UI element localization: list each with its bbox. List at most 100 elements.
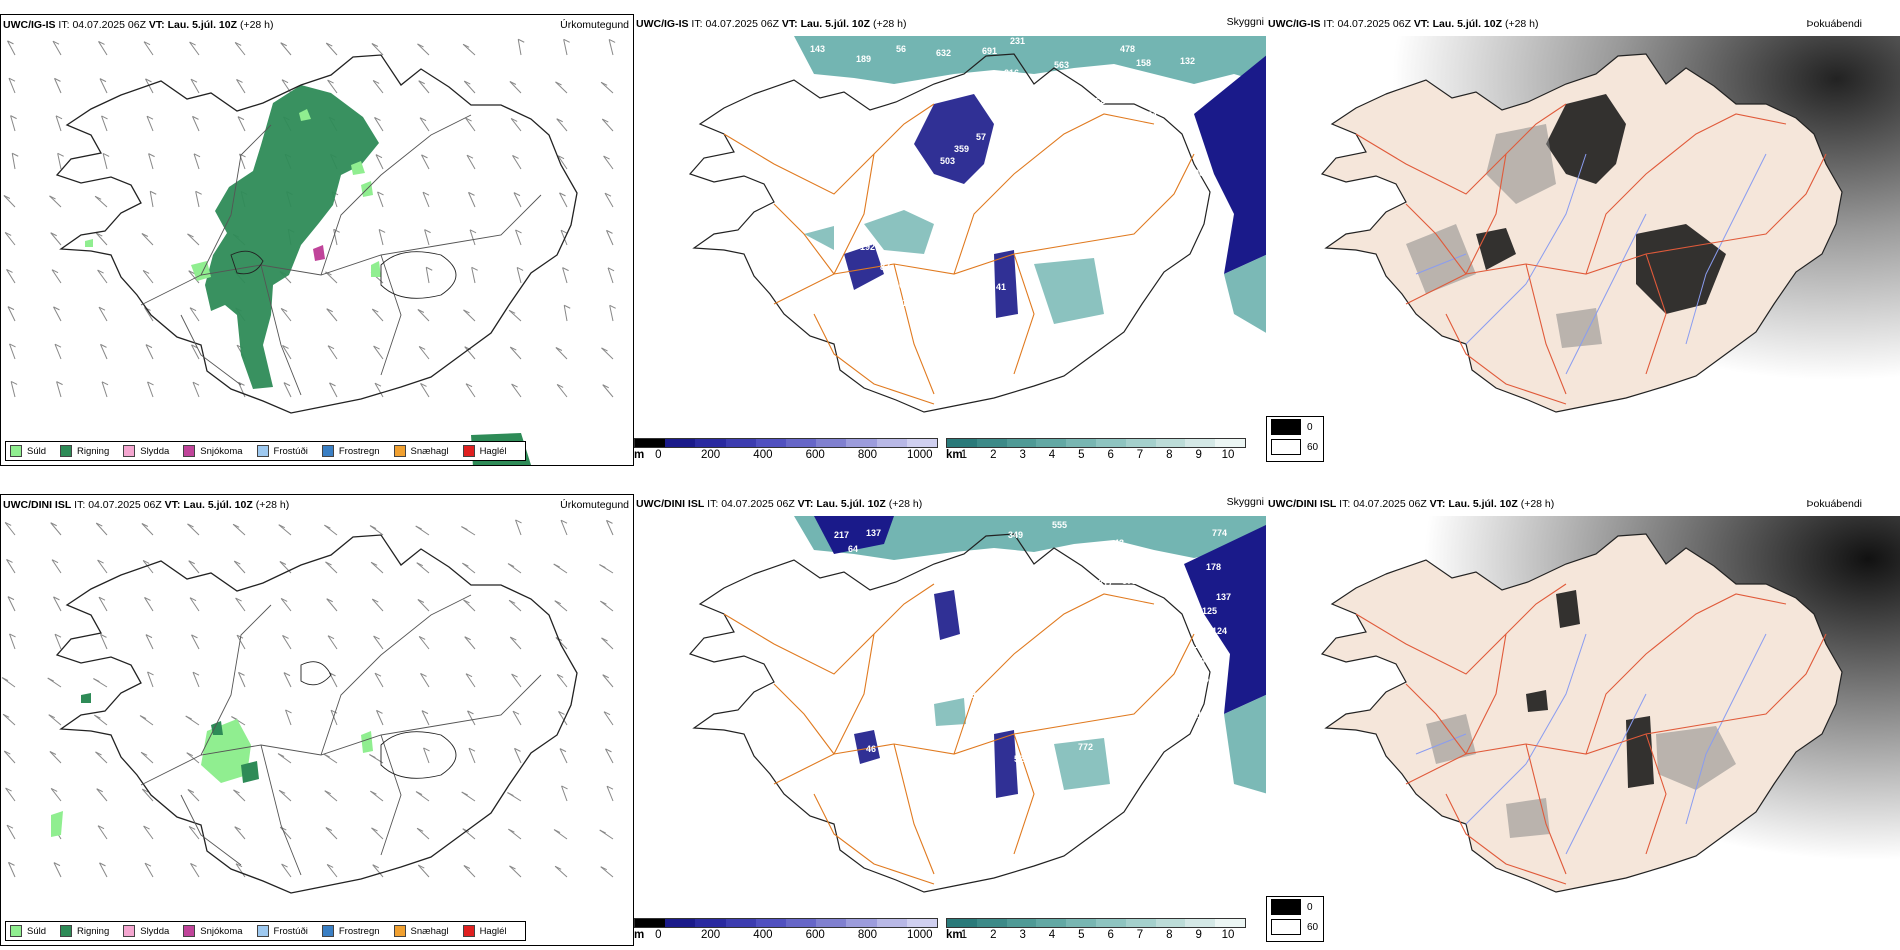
wind-barb-flag — [53, 596, 60, 601]
wind-barb-flag — [602, 674, 609, 679]
legend-label: Haglél — [479, 925, 507, 937]
wind-barb — [94, 195, 108, 208]
wind-barb-flag — [99, 78, 107, 83]
wind-barb — [6, 559, 16, 574]
colorbar-tick: 0 — [655, 449, 662, 461]
visibility-label: 458 — [1102, 612, 1117, 622]
wind-barb-flag — [139, 715, 147, 720]
wind-barb — [509, 81, 522, 94]
wind-barb — [515, 519, 522, 536]
colorbar-segment — [635, 919, 666, 927]
wind-barb-flag — [468, 747, 476, 752]
model-name: UWC/IG-IS — [1268, 18, 1321, 30]
wind-barb — [188, 270, 200, 284]
wind-barb — [514, 748, 522, 764]
wind-barb-flag — [512, 710, 520, 715]
wind-barb-flag — [372, 598, 379, 603]
colorbar-tick: 7 — [1136, 929, 1144, 941]
wind-barb — [605, 748, 614, 764]
wind-barb — [10, 115, 16, 132]
wind-barb — [422, 191, 430, 208]
fog-panel-ig-is: UWC/IG-IS IT: 04.07.2025 06Z VT: Lau. 5.… — [1266, 14, 1900, 466]
wind-barb — [417, 864, 430, 878]
colorbar-segment — [1155, 919, 1186, 927]
wind-barb — [559, 748, 568, 764]
colorbar-segment — [1095, 919, 1126, 927]
legend-swatch — [256, 445, 269, 457]
wind-barb — [371, 308, 384, 322]
legend-swatch — [462, 445, 475, 457]
wind-barb — [600, 81, 614, 94]
drizzle-area — [51, 719, 373, 837]
wind-barb-flag — [325, 561, 332, 566]
wind-barb-flag — [509, 81, 517, 85]
road-network — [140, 114, 542, 396]
wind-barb-flag — [601, 637, 608, 642]
wind-barb — [147, 671, 154, 688]
colorbar-bar — [946, 918, 1246, 928]
colorbar-tick: 3 — [1019, 449, 1026, 461]
fog-legend-row: 60 — [1267, 917, 1323, 937]
wind-barb — [187, 523, 200, 536]
wind-barb-flag — [6, 558, 13, 563]
wind-barb — [233, 560, 246, 574]
visibility-label: 143 — [810, 44, 825, 54]
wind-barb-flag — [236, 634, 244, 639]
wind-barb — [283, 382, 292, 398]
colorbar-tick: 200 — [701, 449, 721, 461]
wind-barb — [51, 559, 62, 574]
wind-barb-flag — [193, 153, 201, 158]
wind-barb-flag — [190, 78, 198, 83]
wind-barb-flag — [423, 747, 430, 752]
fog-legend-row: 60 — [1267, 437, 1323, 457]
wind-barb — [469, 229, 476, 246]
legend-label: Snjókoma — [200, 445, 243, 457]
wind-barb-flag — [140, 751, 148, 756]
fog-dark-areas — [1526, 590, 1654, 788]
wind-barb — [149, 191, 154, 208]
colorbar-tick: 1000 — [906, 929, 933, 941]
wind-barb-flag — [237, 116, 245, 121]
visibility-label: 132 — [1180, 56, 1195, 66]
colorbar-segment — [976, 919, 1007, 927]
wind-barb-flag — [143, 825, 150, 830]
wind-barb-flag — [231, 716, 238, 720]
wind-barb-flag — [509, 865, 516, 870]
wind-barb-flag — [279, 561, 287, 565]
colorbar-segment — [755, 919, 787, 927]
colorbar-tick: 6 — [1107, 449, 1114, 461]
fog-grey-areas — [1406, 124, 1602, 348]
wind-barb-flag — [369, 754, 376, 758]
wind-barb — [555, 81, 568, 94]
wind-barb — [141, 523, 154, 536]
wind-barb — [601, 347, 614, 360]
wind-barb-flag — [239, 153, 246, 158]
vt-label: VT: — [1413, 18, 1430, 30]
wind-barb-flag — [515, 519, 522, 524]
iceland-land — [1320, 533, 1843, 893]
wind-barb — [465, 673, 476, 688]
wind-barb-flag — [418, 635, 426, 640]
wind-barb-flag — [329, 382, 336, 387]
wind-barb-flag — [10, 115, 17, 120]
wind-barb — [508, 599, 522, 612]
fog-legend-row: 0 — [1267, 417, 1323, 437]
legend-item: Haglél — [462, 925, 507, 937]
teal-cloud — [934, 698, 1110, 790]
wind-barb-flag — [370, 790, 377, 795]
colorbar-segment — [1095, 439, 1126, 447]
wind-barb-flag — [50, 232, 57, 237]
wind-barb-flag — [602, 384, 609, 389]
colorbar-segment — [947, 439, 977, 447]
iceland-outline — [688, 53, 1211, 413]
wind-barb — [325, 827, 338, 840]
wind-barb-flag — [465, 673, 473, 678]
wind-barb-flag — [1, 677, 9, 682]
wind-barb — [99, 862, 108, 878]
legend-swatch — [393, 925, 406, 937]
wind-barb-flag — [97, 269, 104, 274]
colorbar-tick: 4 — [1048, 449, 1056, 461]
wind-barb — [600, 600, 614, 612]
wind-barb-flag — [463, 599, 470, 604]
wind-barb — [7, 306, 16, 322]
